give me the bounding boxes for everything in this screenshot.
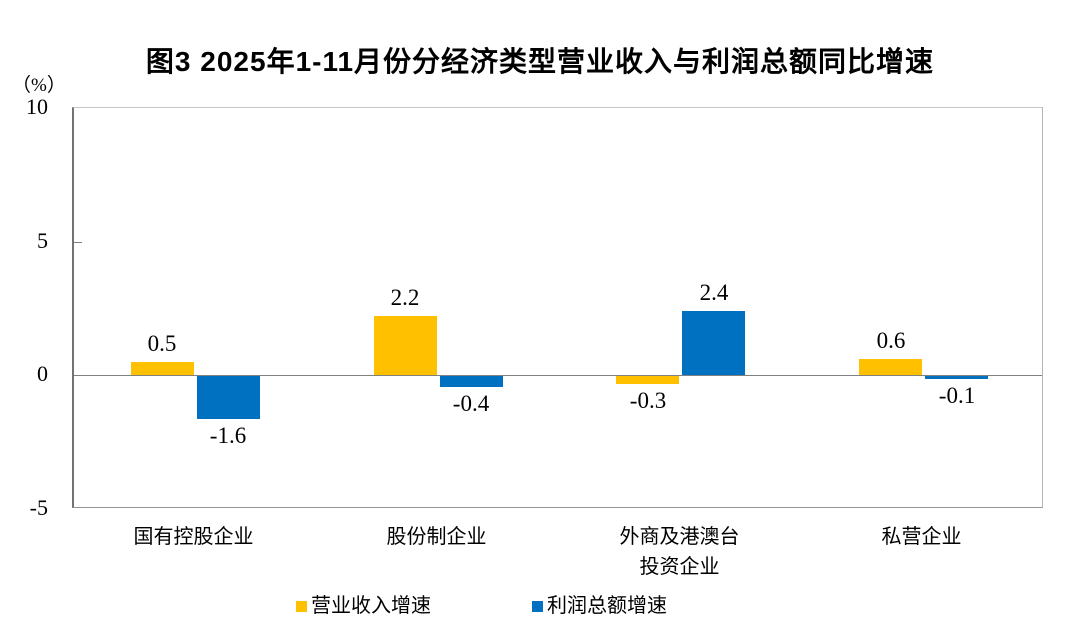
y-tick-label: 5 (37, 227, 48, 253)
legend-item: 营业收入增速 (296, 593, 431, 619)
bar-value-label: -1.6 (209, 423, 247, 448)
legend-swatch (296, 601, 307, 612)
legend-item: 利润总额增速 (532, 593, 667, 619)
x-category-label: 国有控股企业 (133, 526, 254, 548)
bar (131, 362, 194, 375)
bar (616, 376, 679, 384)
legend-swatch (532, 601, 543, 612)
bar (682, 311, 745, 375)
x-category-label: 私营企业 (881, 526, 962, 548)
bar-value-label: 2.2 (390, 285, 420, 310)
y-tick-label: 0 (37, 361, 48, 387)
x-category-label: 股份制企业 (386, 526, 487, 548)
bar (925, 376, 988, 379)
bar-value-label: 0.5 (147, 331, 177, 356)
y-axis-unit-label: （%） (12, 75, 66, 96)
bar-value-label: -0.4 (452, 391, 490, 416)
plot-area: 0.5 -1.6 2.2 -0.4 -0.3 2.4 0.6 -0.1 (72, 107, 1043, 508)
bar-value-label: -0.1 (938, 383, 976, 408)
zero-line (74, 375, 1042, 376)
bar (859, 359, 922, 375)
legend-label: 利润总额增速 (547, 595, 667, 617)
chart-title: 图3 2025年1-11月份分经济类型营业收入与利润总额同比增速 (145, 46, 935, 77)
legend-label: 营业收入增速 (311, 595, 431, 617)
bar-value-label: 2.4 (699, 280, 729, 305)
bar-value-label: -0.3 (629, 388, 667, 413)
bar (440, 376, 503, 387)
x-category-label: 外商及港澳台 投资企业 (619, 526, 740, 578)
y-axis-tick-mark (74, 242, 82, 243)
y-tick-label: 10 (26, 94, 48, 119)
bar-value-label: 0.6 (876, 328, 906, 353)
y-tick-label: -5 (29, 495, 48, 520)
bar (374, 316, 437, 375)
bar (197, 376, 260, 419)
